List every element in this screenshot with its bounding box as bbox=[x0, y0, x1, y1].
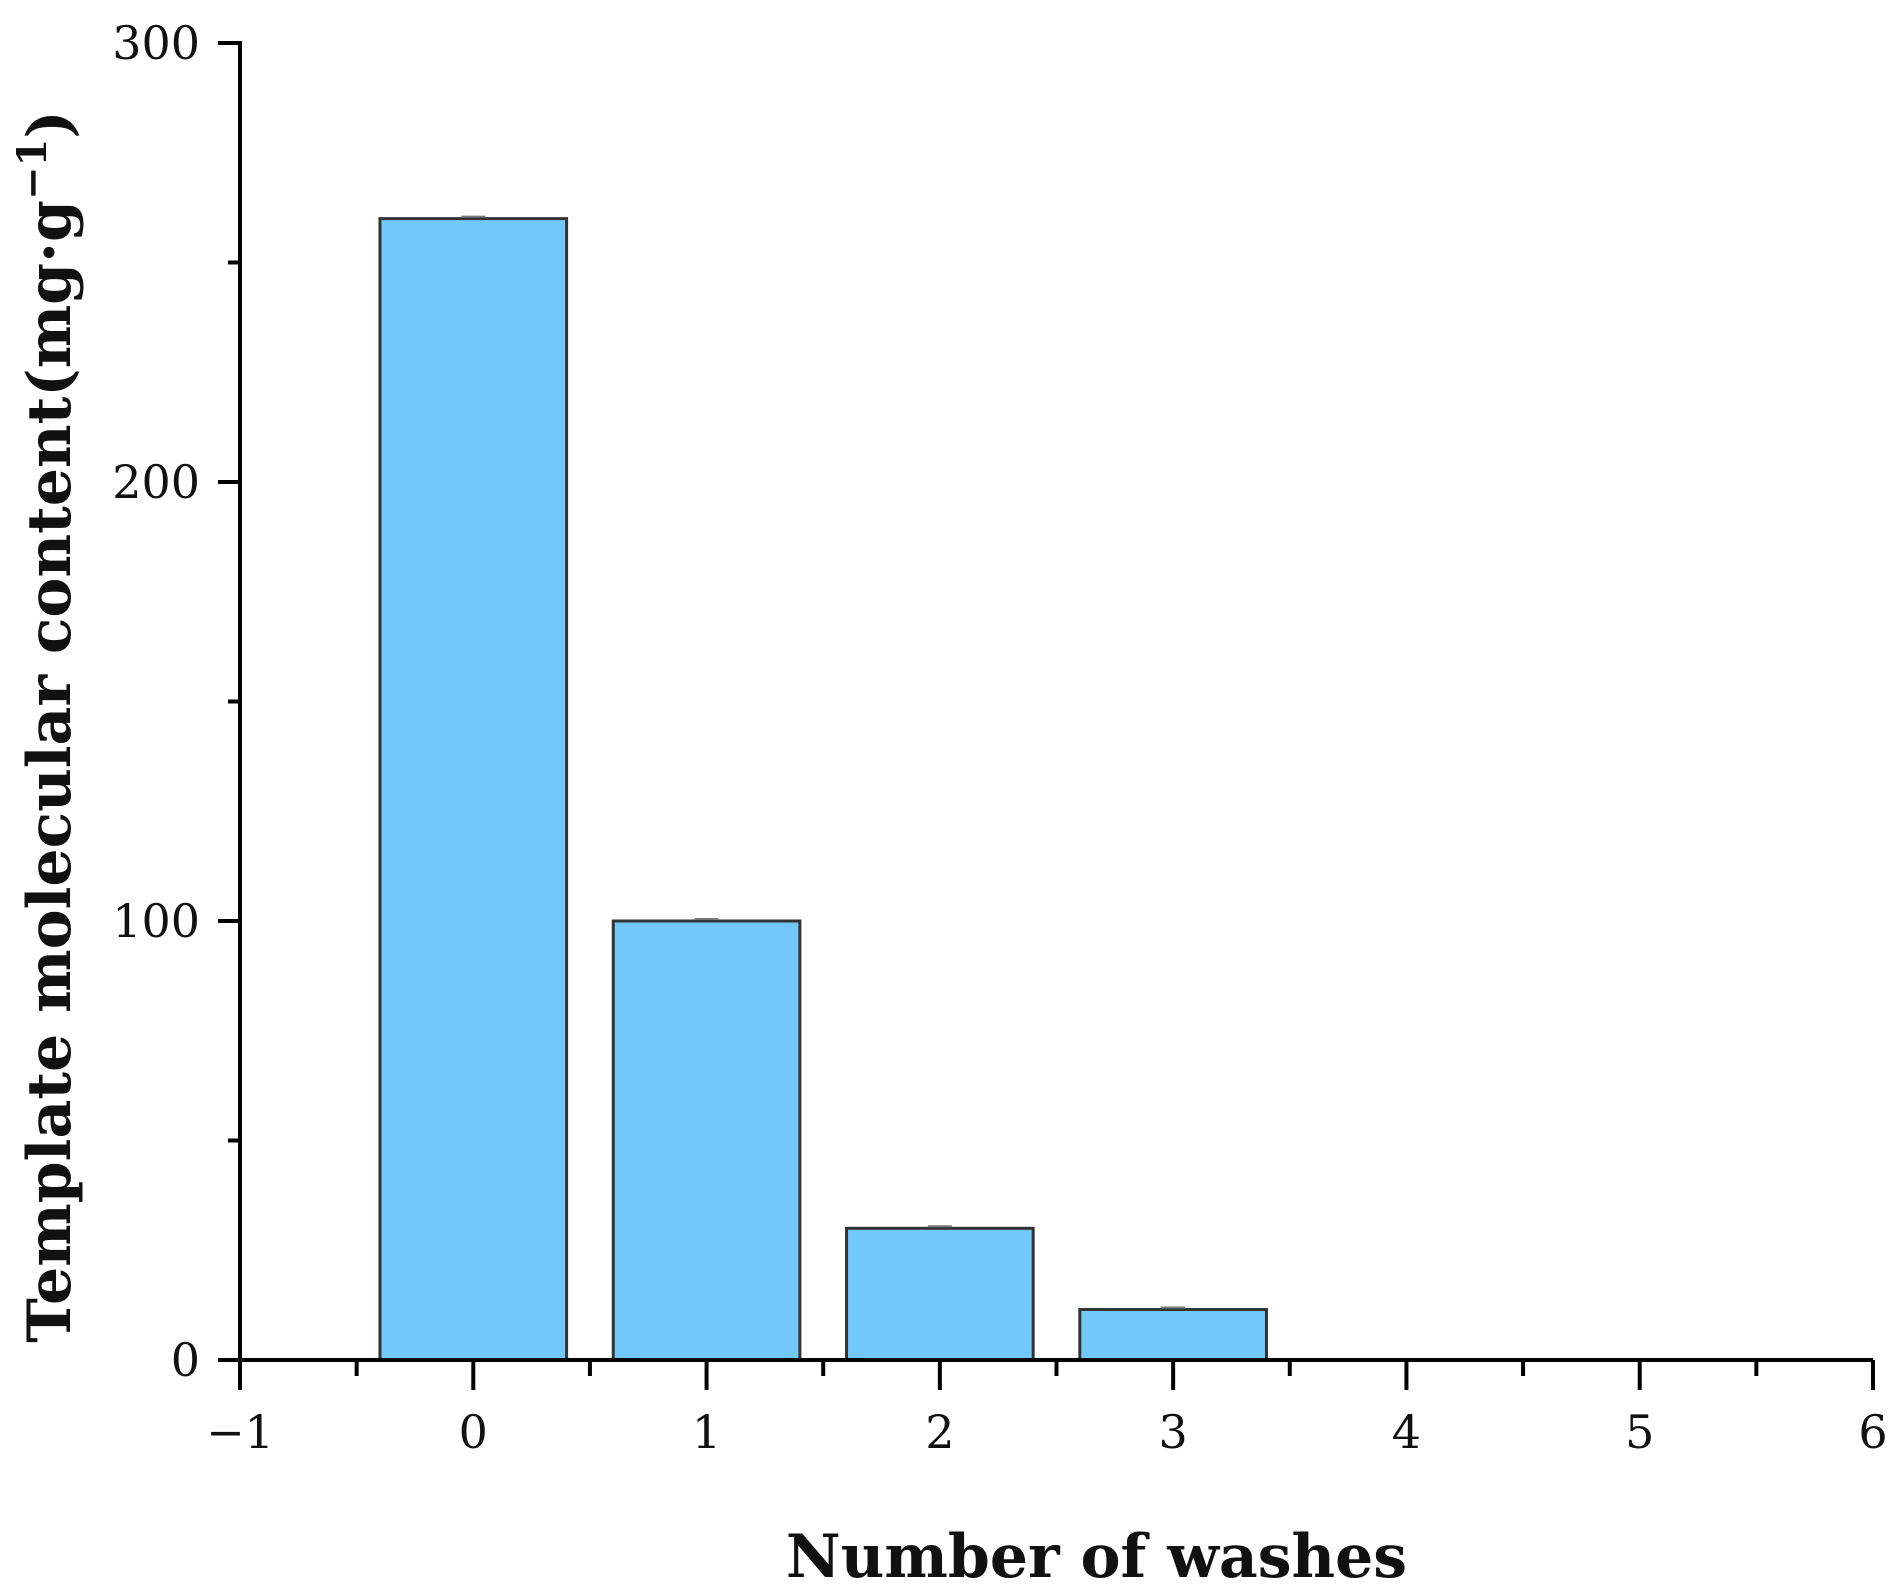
x-tick-label: 1 bbox=[692, 1405, 721, 1459]
x-ticks-group: −1 0 1 2 3 4 5 6 bbox=[206, 1360, 1888, 1459]
y-ticks-group: 0 100 200 300 bbox=[112, 16, 240, 1387]
bars-group bbox=[378, 215, 1268, 1362]
y-tick-label: 100 bbox=[112, 894, 200, 948]
y-axis-title-end: ) bbox=[15, 110, 85, 138]
x-tick-label: 0 bbox=[459, 1405, 488, 1459]
y-tick-label: 0 bbox=[171, 1333, 200, 1387]
y-axis-title-superscript: −1 bbox=[9, 139, 56, 200]
x-tick-label: 3 bbox=[1159, 1405, 1188, 1459]
x-tick-label: 6 bbox=[1858, 1405, 1887, 1459]
y-axis-title: Template molecular content(mg·g−1) bbox=[9, 110, 85, 1342]
y-axis-title-main: Template molecular content(mg·g bbox=[15, 200, 85, 1343]
bar-0 bbox=[378, 217, 569, 1362]
bar-3 bbox=[1078, 1308, 1268, 1362]
y-tick-label: 200 bbox=[112, 455, 200, 509]
x-tick-label: 5 bbox=[1625, 1405, 1654, 1459]
bar-1 bbox=[611, 919, 802, 1362]
x-axis-title: Number of washes bbox=[786, 1522, 1407, 1592]
bar-2 bbox=[845, 1226, 1035, 1362]
x-tick-label: 4 bbox=[1392, 1405, 1421, 1459]
x-tick-label: 2 bbox=[925, 1405, 954, 1459]
y-tick-label: 300 bbox=[112, 16, 200, 70]
x-tick-label: −1 bbox=[206, 1405, 274, 1459]
